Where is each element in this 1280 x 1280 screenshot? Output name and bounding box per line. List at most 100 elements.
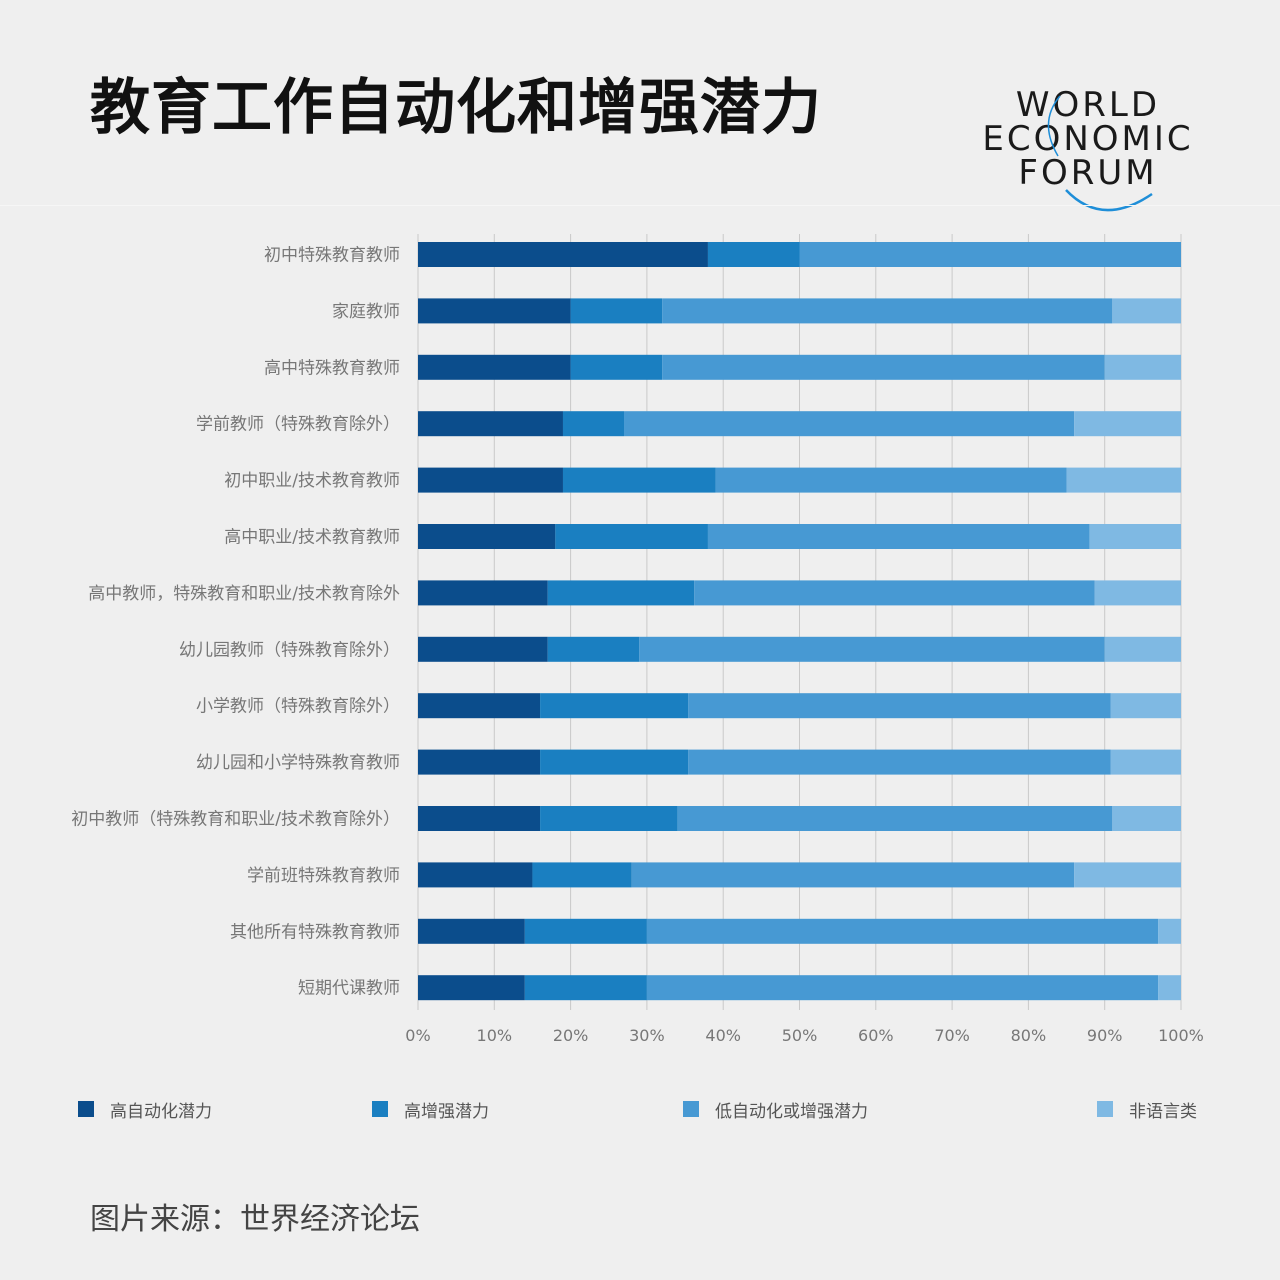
bar-segment: [688, 749, 1111, 775]
header-divider: [0, 205, 1280, 206]
bar-segment: [555, 524, 708, 549]
bar-segment: [570, 298, 663, 324]
legend-item-low-potential: 低自动化或增强潜力: [683, 1097, 868, 1122]
category-label: 高中特殊教育教师: [264, 358, 400, 378]
world-economic-forum-logo: WORLD ECONOMIC FORUM: [972, 82, 1204, 222]
category-label: 小学教师（特殊教育除外）: [196, 697, 400, 717]
legend-item-non-language: 非语言类: [1097, 1097, 1197, 1122]
bar-segment: [1112, 298, 1181, 324]
bar-segment: [418, 693, 541, 719]
grid-lines: [417, 234, 1182, 1010]
legend-label-high-automation: 高自动化潜力: [110, 1101, 212, 1122]
legend-swatch-high-automation: [78, 1101, 94, 1117]
legend-label-non-language: 非语言类: [1129, 1101, 1197, 1122]
x-tick-label: 90%: [1087, 1026, 1123, 1045]
legend-item-high-automation: 高自动化潜力: [78, 1097, 212, 1122]
x-tick-label: 100%: [1158, 1026, 1204, 1045]
bar-segment: [418, 524, 556, 549]
bar-segment: [562, 411, 625, 437]
bar-segment: [418, 862, 533, 888]
category-label: 学前教师（特殊教育除外）: [196, 415, 400, 435]
bar-segment: [799, 242, 1181, 267]
bar-segment: [418, 636, 548, 662]
x-tick-label: 50%: [782, 1026, 818, 1045]
x-tick-label: 60%: [858, 1026, 894, 1045]
bar-segment: [562, 467, 716, 493]
category-label: 高中职业/技术教育教师: [224, 528, 400, 548]
bar-segment: [1104, 636, 1181, 662]
bar-segment: [662, 298, 1113, 324]
bar-segment: [540, 693, 689, 719]
bar-segment: [524, 918, 647, 944]
chart-title: 教育工作自动化和增强潜力: [90, 73, 822, 143]
x-tick-label: 20%: [553, 1026, 589, 1045]
category-label: 学前班特殊教育教师: [247, 866, 400, 886]
x-tick-label: 30%: [629, 1026, 665, 1045]
bar-segment: [418, 975, 525, 1001]
category-label: 幼儿园和小学特殊教育教师: [196, 753, 400, 773]
bar-segment: [540, 749, 689, 775]
category-label: 幼儿园教师（特殊教育除外）: [179, 640, 400, 660]
bar-segment: [547, 580, 695, 606]
bar-segment: [418, 242, 708, 267]
logo-line-3: FORUM: [1018, 153, 1158, 193]
bar-segment: [715, 467, 1067, 493]
legend-swatch-non-language: [1097, 1101, 1113, 1117]
bar-segment: [1158, 975, 1181, 1001]
category-label: 初中特殊教育教师: [264, 246, 400, 266]
bar-segment: [1066, 467, 1181, 493]
x-tick-label: 10%: [477, 1026, 513, 1045]
legend-item-high-augmentation: 高增强潜力: [372, 1097, 489, 1122]
bar-segment: [1110, 693, 1181, 719]
category-label: 初中教师（特殊教育和职业/技术教育除外）: [71, 810, 400, 830]
category-label: 短期代课教师: [298, 979, 400, 999]
bar-segment: [532, 862, 632, 888]
legend: 高自动化潜力 高增强潜力 低自动化或增强潜力 非语言类: [0, 1097, 1280, 1122]
bar-segment: [418, 467, 563, 493]
legend-label-low-potential: 低自动化或增强潜力: [715, 1101, 868, 1122]
bar-segment: [646, 918, 1159, 944]
bar-segment: [639, 636, 1105, 662]
x-tick-label: 40%: [705, 1026, 741, 1045]
bar-segment: [624, 411, 1075, 437]
bar-segment: [688, 693, 1111, 719]
bar-segment: [677, 806, 1113, 831]
bar-segment: [418, 580, 548, 606]
bar-segment: [707, 242, 800, 267]
bar-segment: [707, 524, 1090, 549]
x-tick-labels: 0% 10% 20% 30% 40% 50% 60% 70% 80% 90% 100%: [405, 1026, 1204, 1045]
bar-segment: [1110, 749, 1181, 775]
legend-label-high-augmentation: 高增强潜力: [404, 1101, 489, 1122]
bar-segment: [418, 806, 541, 831]
bar-segment: [1089, 524, 1181, 549]
bar-segment: [540, 806, 678, 831]
logo-arc-icon: [1047, 95, 1153, 212]
x-tick-label: 0%: [405, 1026, 430, 1045]
bar-segment: [418, 918, 525, 944]
bar-segment: [418, 298, 571, 324]
bar-segment: [646, 975, 1159, 1001]
legend-swatch-high-augmentation: [372, 1101, 388, 1117]
category-label: 其他所有特殊教育教师: [230, 922, 400, 942]
bar-segment: [418, 411, 563, 437]
bar-segment: [1074, 862, 1181, 888]
bar-segment: [547, 636, 640, 662]
x-tick-label: 70%: [934, 1026, 970, 1045]
bar-segment: [418, 354, 571, 380]
category-label: 高中教师，特殊教育和职业/技术教育除外: [88, 584, 400, 604]
bar-segment: [570, 354, 663, 380]
bar-segment: [1112, 806, 1181, 831]
bar-segment: [524, 975, 647, 1001]
category-label: 家庭教师: [332, 302, 400, 322]
legend-swatch-low-potential: [683, 1101, 699, 1117]
bar-segment: [1074, 411, 1181, 437]
source-note: 图片来源：世界经济论坛: [90, 1202, 420, 1237]
category-label: 初中职业/技术教育教师: [224, 471, 400, 491]
bar-segment: [1094, 580, 1181, 606]
bars: [418, 242, 1181, 1001]
bar-segment: [418, 749, 541, 775]
bar-segment: [1104, 354, 1181, 380]
bar-segment: [694, 580, 1095, 606]
